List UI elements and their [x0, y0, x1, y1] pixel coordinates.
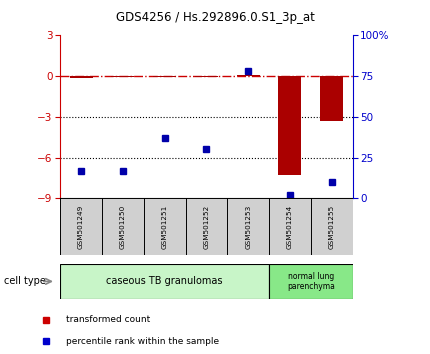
- Bar: [237, 75, 260, 76]
- Text: GSM501255: GSM501255: [329, 205, 335, 249]
- Bar: [320, 76, 343, 121]
- Text: cell type: cell type: [4, 276, 46, 286]
- Bar: [195, 76, 218, 77]
- Text: normal lung
parenchyma: normal lung parenchyma: [287, 272, 335, 291]
- Bar: [269, 264, 353, 299]
- Text: GDS4256 / Hs.292896.0.S1_3p_at: GDS4256 / Hs.292896.0.S1_3p_at: [116, 11, 314, 24]
- Text: GSM501253: GSM501253: [245, 205, 251, 249]
- Bar: [111, 76, 134, 77]
- Text: GSM501252: GSM501252: [203, 205, 209, 249]
- Text: GSM501254: GSM501254: [287, 205, 293, 249]
- Bar: [60, 264, 269, 299]
- Text: GSM501249: GSM501249: [78, 205, 84, 249]
- Text: GSM501251: GSM501251: [162, 205, 168, 249]
- Bar: [70, 76, 92, 78]
- Bar: [153, 76, 176, 77]
- Text: GSM501250: GSM501250: [120, 205, 126, 249]
- Text: caseous TB granulomas: caseous TB granulomas: [106, 276, 223, 286]
- Text: transformed count: transformed count: [66, 315, 150, 324]
- Text: percentile rank within the sample: percentile rank within the sample: [66, 337, 219, 346]
- Bar: [279, 76, 301, 175]
